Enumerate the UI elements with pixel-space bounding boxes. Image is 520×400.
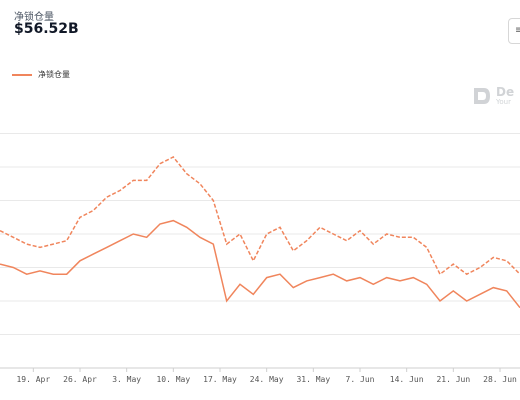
x-axis-ticks: 19. Apr 26. Apr 3. May 10. May 17. May 24. Ma… [16, 368, 517, 384]
x-tick-label: 7. Jun [346, 375, 375, 384]
x-tick-label: 31. May [296, 375, 330, 384]
x-tick-label: 14. Jun [390, 375, 424, 384]
x-tick-label: 10. May [156, 375, 190, 384]
legend-label: 净锁仓量 [38, 70, 70, 79]
watermark-logo-icon [474, 88, 490, 104]
watermark-subtext: Your [496, 98, 511, 106]
x-tick-label: 24. May [250, 375, 284, 384]
x-tick-label: 19. Apr [16, 375, 50, 384]
legend-swatch [12, 73, 32, 76]
menu-button[interactable]: ≡ [508, 18, 520, 44]
x-tick-label: 26. Apr [63, 375, 97, 384]
x-tick-label: 17. May [203, 375, 237, 384]
series-line-tvl [0, 219, 520, 309]
grid-lines [0, 133, 520, 369]
metric-label: 净锁仓量 [14, 12, 54, 23]
x-tick-label: 28. Jun [483, 375, 517, 384]
watermark: De Your [472, 86, 514, 106]
watermark-text: De [496, 85, 515, 99]
legend[interactable]: 净锁仓量 [12, 69, 70, 80]
series-lines [0, 156, 520, 309]
x-tick-label: 21. Jun [436, 375, 470, 384]
series-line-dashed [0, 156, 520, 276]
x-tick-label: 3. May [112, 375, 141, 384]
metric-value: $56.52B [14, 21, 79, 37]
